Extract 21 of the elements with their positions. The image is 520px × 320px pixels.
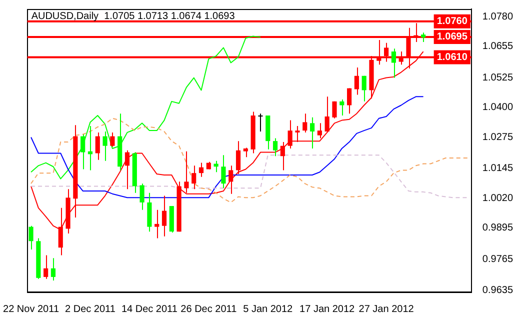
x-tick-label: 27 Jan 2012 [358, 304, 414, 315]
x-tick-label: 14 Dec 2011 [121, 304, 178, 315]
y-tick-label: 0.9635 [482, 284, 514, 296]
x-tick-label: 22 Nov 2011 [3, 304, 60, 315]
y-tick-label: 1.0780 [482, 11, 514, 22]
y-tick-label: 1.0525 [482, 72, 514, 84]
x-tick-label: 2 Dec 2011 [65, 304, 116, 315]
y-tick-label: 1.0400 [482, 102, 514, 114]
y-tick-label: 0.9765 [482, 254, 514, 265]
chart-title: AUDUSD,Daily 1.0705 1.0713 1.0674 1.0693 [31, 10, 236, 22]
x-tick-label: 17 Jan 2012 [300, 304, 356, 315]
y-tick-label: 1.0145 [482, 163, 514, 174]
y-tick-label: 1.0275 [482, 132, 514, 143]
ref-line-label: 1.0610 [436, 52, 468, 63]
ref-line-label: 1.0760 [436, 16, 468, 28]
ref-line-label: 1.0695 [436, 32, 468, 43]
y-tick-label: 1.0020 [482, 192, 514, 204]
y-tick-label: 1.0655 [482, 41, 514, 52]
y-tick-label: 0.9895 [482, 222, 514, 234]
x-tick-label: 26 Dec 2011 [180, 304, 238, 315]
x-tick-label: 5 Jan 2012 [243, 304, 294, 315]
